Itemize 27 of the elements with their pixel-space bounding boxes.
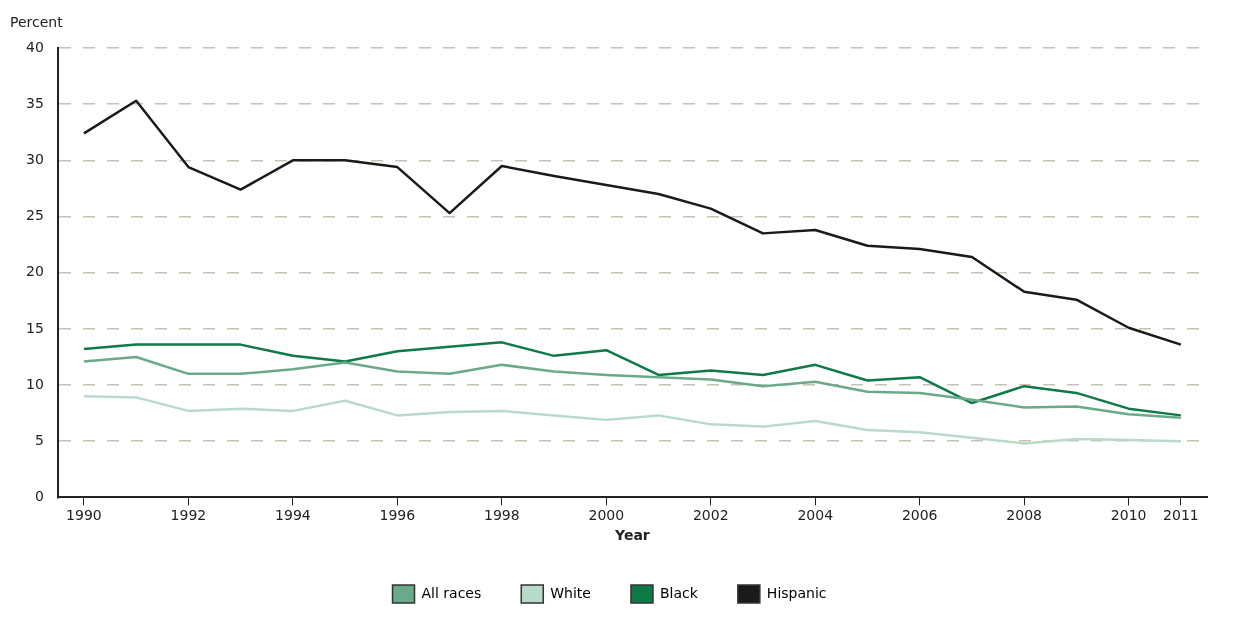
- y-axis-title: Percent: [10, 13, 64, 30]
- y-tick-label: 40: [25, 38, 44, 55]
- x-tick-label: 2000: [588, 507, 625, 524]
- y-tick-label: 25: [25, 207, 44, 224]
- legend-label: White: [550, 584, 591, 601]
- x-axis-title: Year: [614, 527, 650, 544]
- y-tick-label: 35: [25, 94, 44, 111]
- y-tick-label: 30: [25, 150, 44, 167]
- x-tick-label: 2008: [1006, 507, 1042, 524]
- x-tick-label: 2011: [1163, 507, 1199, 524]
- y-tick-label: 15: [25, 319, 44, 336]
- x-tick-label: 1994: [275, 507, 311, 524]
- legend-label: Hispanic: [766, 584, 827, 601]
- y-tick-label: 0: [34, 488, 44, 505]
- x-tick-label: 1990: [66, 507, 102, 524]
- x-tick-label: 1996: [379, 507, 416, 524]
- legend-label: All races: [421, 584, 482, 601]
- y-tick-label: 20: [25, 263, 44, 280]
- x-tick-label: 1998: [484, 507, 520, 524]
- x-tick-label: 2002: [692, 507, 729, 524]
- y-tick-label: 10: [25, 375, 44, 392]
- x-tick-label: 2010: [1110, 507, 1147, 524]
- x-tick-label: 2004: [797, 507, 834, 524]
- x-tick-label: 2006: [901, 507, 938, 524]
- y-tick-label: 5: [34, 431, 44, 448]
- x-tick-label: 1992: [170, 507, 207, 524]
- legend-label: Black: [659, 584, 699, 601]
